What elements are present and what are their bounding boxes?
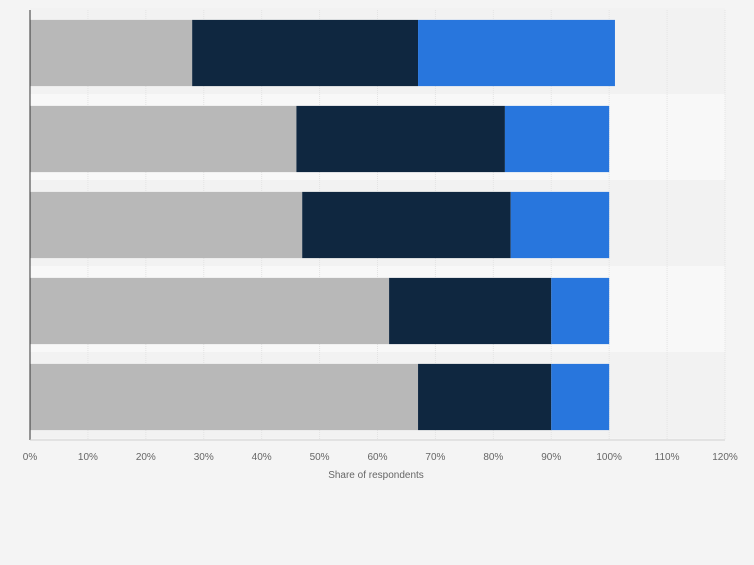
bars	[30, 19, 615, 431]
x-axis-label: Share of respondents	[328, 470, 424, 481]
bar-segment-series-3	[551, 277, 610, 345]
x-tick-label: 120%	[712, 452, 738, 463]
x-tick-label: 70%	[425, 452, 445, 463]
bar-segment-series-3	[510, 191, 610, 259]
x-tick-label: 80%	[483, 452, 503, 463]
axes	[29, 10, 725, 441]
bar-segment-series-3	[551, 363, 610, 431]
x-tick-label: 10%	[78, 452, 98, 463]
bar-segment-series-1	[30, 363, 419, 431]
x-tick-label: 60%	[367, 452, 387, 463]
bar-segment-series-2	[192, 19, 419, 87]
x-tick-label: 100%	[596, 452, 622, 463]
bar-segment-series-1	[30, 191, 303, 259]
x-tick-label: 50%	[310, 452, 330, 463]
x-tick-label: 90%	[541, 452, 561, 463]
bar-segment-series-1	[30, 105, 297, 173]
x-tick-label: 110%	[655, 452, 680, 463]
bar-segment-series-1	[30, 19, 193, 87]
bar-segment-series-3	[504, 105, 610, 173]
x-tick-label: 0%	[23, 452, 38, 463]
bar-segment-series-2	[296, 105, 505, 173]
x-tick-label: 40%	[252, 452, 272, 463]
bar-segment-series-1	[30, 277, 390, 345]
bar-segment-series-2	[418, 363, 552, 431]
x-tick-label: 30%	[194, 452, 214, 463]
x-tick-label: 20%	[136, 452, 156, 463]
bar-segment-series-3	[418, 19, 615, 87]
bar-segment-series-2	[389, 277, 552, 345]
x-tick-labels: 0% 10% 20% 30% 40% 50% 60% 70% 80% 90% 100% 110% 120…	[23, 452, 738, 463]
bar-segment-series-2	[302, 191, 511, 259]
